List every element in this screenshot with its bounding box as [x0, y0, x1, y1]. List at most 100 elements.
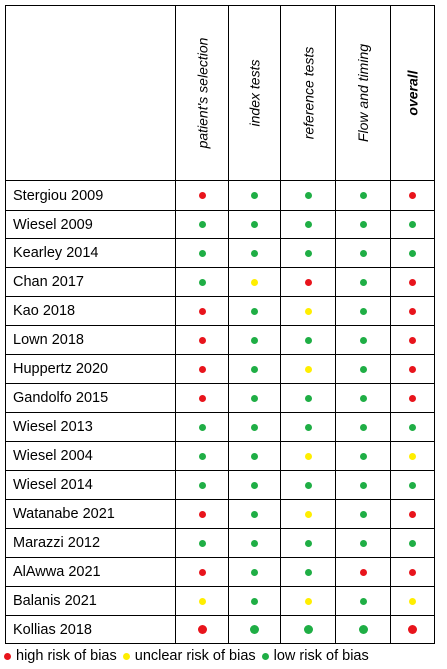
- rating-cell: [176, 558, 229, 587]
- rating-cell: [229, 181, 281, 211]
- rating-dot-unclear: [409, 452, 416, 460]
- rating-dot-low: [359, 597, 367, 605]
- column-header: reference tests: [281, 6, 336, 181]
- rating-dot-unclear: [304, 597, 312, 605]
- rating-cell: [281, 268, 336, 297]
- rating-cell: [176, 529, 229, 558]
- legend-dot-unclear: [122, 652, 130, 660]
- header-corner-cell: [6, 6, 176, 181]
- rating-dot-low: [198, 423, 206, 431]
- rating-cell: [336, 384, 391, 413]
- rating-dot-unclear: [304, 510, 312, 518]
- rating-dot-low: [359, 336, 367, 344]
- column-header-label: index tests: [246, 59, 263, 127]
- rating-dot-low: [359, 278, 367, 286]
- rating-dot-low: [251, 307, 258, 315]
- rating-cell: [391, 471, 435, 500]
- rating-cell: [336, 529, 391, 558]
- rating-cell: [336, 355, 391, 384]
- rating-dot-low: [251, 597, 258, 605]
- risk-of-bias-table: patient's selection index tests reference …: [5, 5, 435, 644]
- rating-dot-low: [359, 365, 367, 373]
- rating-cell: [176, 587, 229, 616]
- rating-dot-low: [251, 336, 258, 344]
- rating-cell: [336, 326, 391, 355]
- column-header-label: reference tests: [300, 46, 317, 140]
- column-header-label: overall: [404, 70, 421, 116]
- rating-cell: [229, 413, 281, 442]
- rating-dot-unclear: [304, 307, 312, 315]
- rating-dot-high: [198, 510, 206, 518]
- rating-dot-high: [197, 625, 207, 634]
- rating-cell: [229, 558, 281, 587]
- rating-cell: [281, 529, 336, 558]
- rating-cell: [336, 500, 391, 529]
- study-name: Kollias 2018: [6, 616, 176, 644]
- rating-dot-low: [359, 539, 367, 547]
- rating-cell: [336, 587, 391, 616]
- rating-cell: [229, 471, 281, 500]
- rating-cell: [281, 587, 336, 616]
- rating-cell: [229, 616, 281, 644]
- rating-cell: [176, 355, 229, 384]
- rating-dot-low: [251, 423, 258, 431]
- rating-cell: [229, 211, 281, 239]
- rating-dot-high: [409, 336, 416, 344]
- column-header-label: patient's selection: [194, 37, 211, 149]
- legend-dot-low: [261, 652, 269, 660]
- rating-cell: [281, 500, 336, 529]
- rating-dot-high: [409, 365, 416, 373]
- rating-cell: [336, 211, 391, 239]
- rating-cell: [281, 558, 336, 587]
- rating-dot-low: [251, 481, 258, 489]
- study-name: Kearley 2014: [6, 239, 176, 268]
- rating-cell: [176, 442, 229, 471]
- rating-dot-low: [359, 423, 367, 431]
- legend-item-low: low risk of bias: [261, 648, 369, 664]
- rating-dot-high: [409, 568, 416, 576]
- rating-dot-low: [359, 452, 367, 460]
- rating-cell: [176, 181, 229, 211]
- rating-cell: [281, 384, 336, 413]
- rating-cell: [391, 211, 435, 239]
- rating-dot-unclear: [304, 365, 312, 373]
- rating-dot-low: [359, 221, 367, 228]
- rating-dot-low: [409, 423, 416, 431]
- rating-dot-high: [198, 192, 206, 199]
- study-name: Chan 2017: [6, 268, 176, 297]
- legend: high risk of bias unclear risk of bias low…: [4, 646, 444, 666]
- rating-cell: [281, 413, 336, 442]
- rating-cell: [336, 558, 391, 587]
- rating-cell: [176, 211, 229, 239]
- rating-dot-high: [359, 568, 367, 576]
- study-name: Wiesel 2013: [6, 413, 176, 442]
- rating-dot-low: [359, 394, 367, 402]
- rating-dot-low: [198, 221, 206, 228]
- rating-cell: [391, 587, 435, 616]
- rating-cell: [391, 500, 435, 529]
- legend-item-unclear: unclear risk of bias: [122, 648, 256, 664]
- rating-cell: [176, 239, 229, 268]
- rating-cell: [391, 384, 435, 413]
- study-name: AlAwwa 2021: [6, 558, 176, 587]
- rating-dot-low: [198, 481, 206, 489]
- rating-cell: [336, 297, 391, 326]
- rating-dot-low: [359, 192, 367, 199]
- rating-cell: [176, 616, 229, 644]
- column-header: Flow and timing: [336, 6, 391, 181]
- rating-cell: [336, 413, 391, 442]
- rating-cell: [281, 355, 336, 384]
- rating-cell: [281, 616, 336, 644]
- rating-dot-low: [359, 307, 367, 315]
- rating-cell: [391, 442, 435, 471]
- rating-cell: [229, 239, 281, 268]
- rating-cell: [176, 413, 229, 442]
- study-name: Wiesel 2004: [6, 442, 176, 471]
- column-header: index tests: [229, 6, 281, 181]
- rating-cell: [176, 326, 229, 355]
- rating-cell: [336, 471, 391, 500]
- rating-cell: [391, 268, 435, 297]
- rating-cell: [281, 181, 336, 211]
- rating-cell: [281, 326, 336, 355]
- rating-cell: [281, 297, 336, 326]
